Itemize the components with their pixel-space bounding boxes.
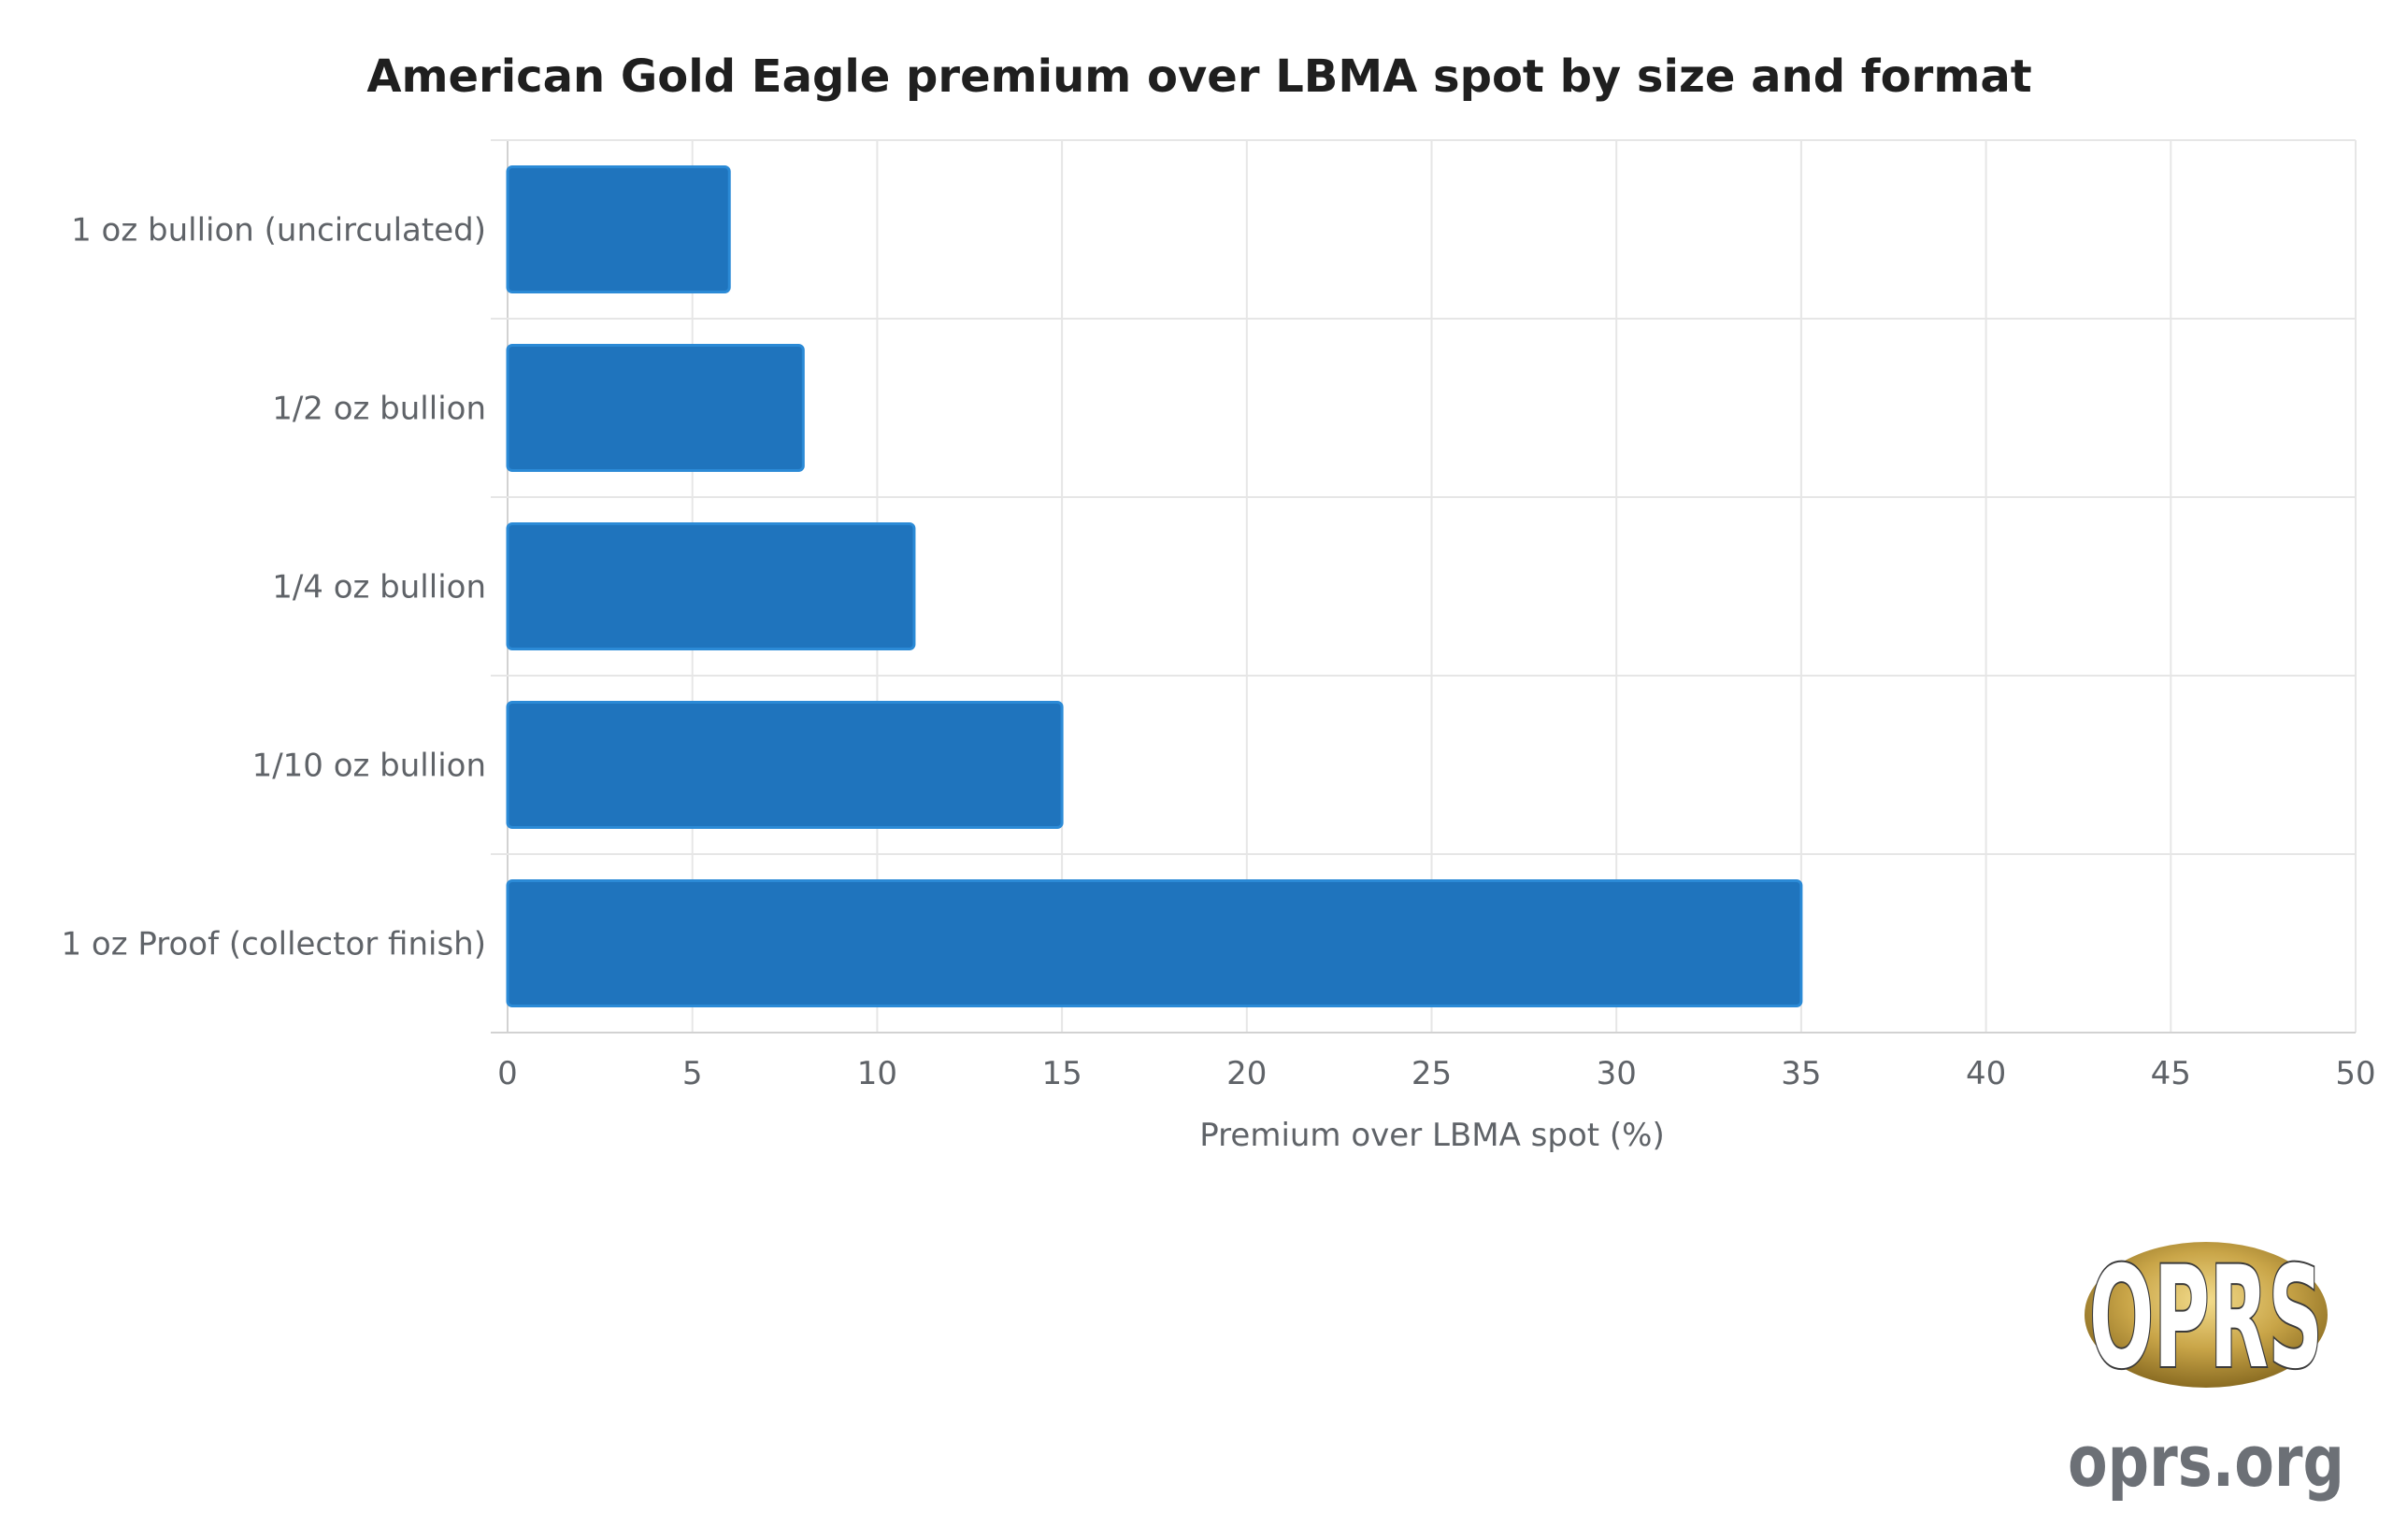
oprs-logo: OPRS oprs.org (2068, 1235, 2344, 1503)
category-label: 1/10 oz bullion (252, 748, 486, 785)
bar (506, 522, 916, 650)
grid-lines (491, 139, 2357, 1034)
x-tick-label: 40 (1966, 1055, 2006, 1092)
category-labels: 1 oz bullion (uncirculated) 1/2 oz bullio… (61, 212, 486, 963)
category-label: 1/2 oz bullion (272, 391, 486, 428)
x-tick-label: 5 (682, 1055, 703, 1092)
x-tick-labels: 0 5 10 15 20 25 30 35 40 45 50 (497, 1055, 2375, 1092)
chart-title: American Gold Eagle premium over LBMA sp… (366, 50, 2031, 103)
x-tick-label: 0 (497, 1055, 518, 1092)
bars (506, 165, 1803, 1007)
bar (506, 701, 1064, 829)
logo-site: oprs.org (2068, 1419, 2344, 1503)
x-tick-label: 25 (1411, 1055, 1452, 1092)
x-tick-label: 30 (1597, 1055, 1637, 1092)
category-label: 1 oz Proof (collector finish) (61, 926, 486, 963)
x-tick-label: 20 (1226, 1055, 1267, 1092)
logo-text: OPRS (2089, 1237, 2323, 1400)
x-tick-label: 45 (2151, 1055, 2191, 1092)
logo-gold-oval (2085, 1242, 2328, 1388)
x-tick-label: 15 (1041, 1055, 1082, 1092)
x-tick-label: 35 (1781, 1055, 1821, 1092)
bar (506, 344, 805, 472)
x-tick-label: 10 (857, 1055, 897, 1092)
bar (506, 879, 1803, 1007)
bar (506, 165, 731, 293)
x-axis-title: Premium over LBMA spot (%) (1199, 1117, 1664, 1154)
x-tick-label: 50 (2335, 1055, 2375, 1092)
category-label: 1 oz bullion (uncirculated) (71, 212, 486, 250)
category-label: 1/4 oz bullion (272, 569, 486, 606)
